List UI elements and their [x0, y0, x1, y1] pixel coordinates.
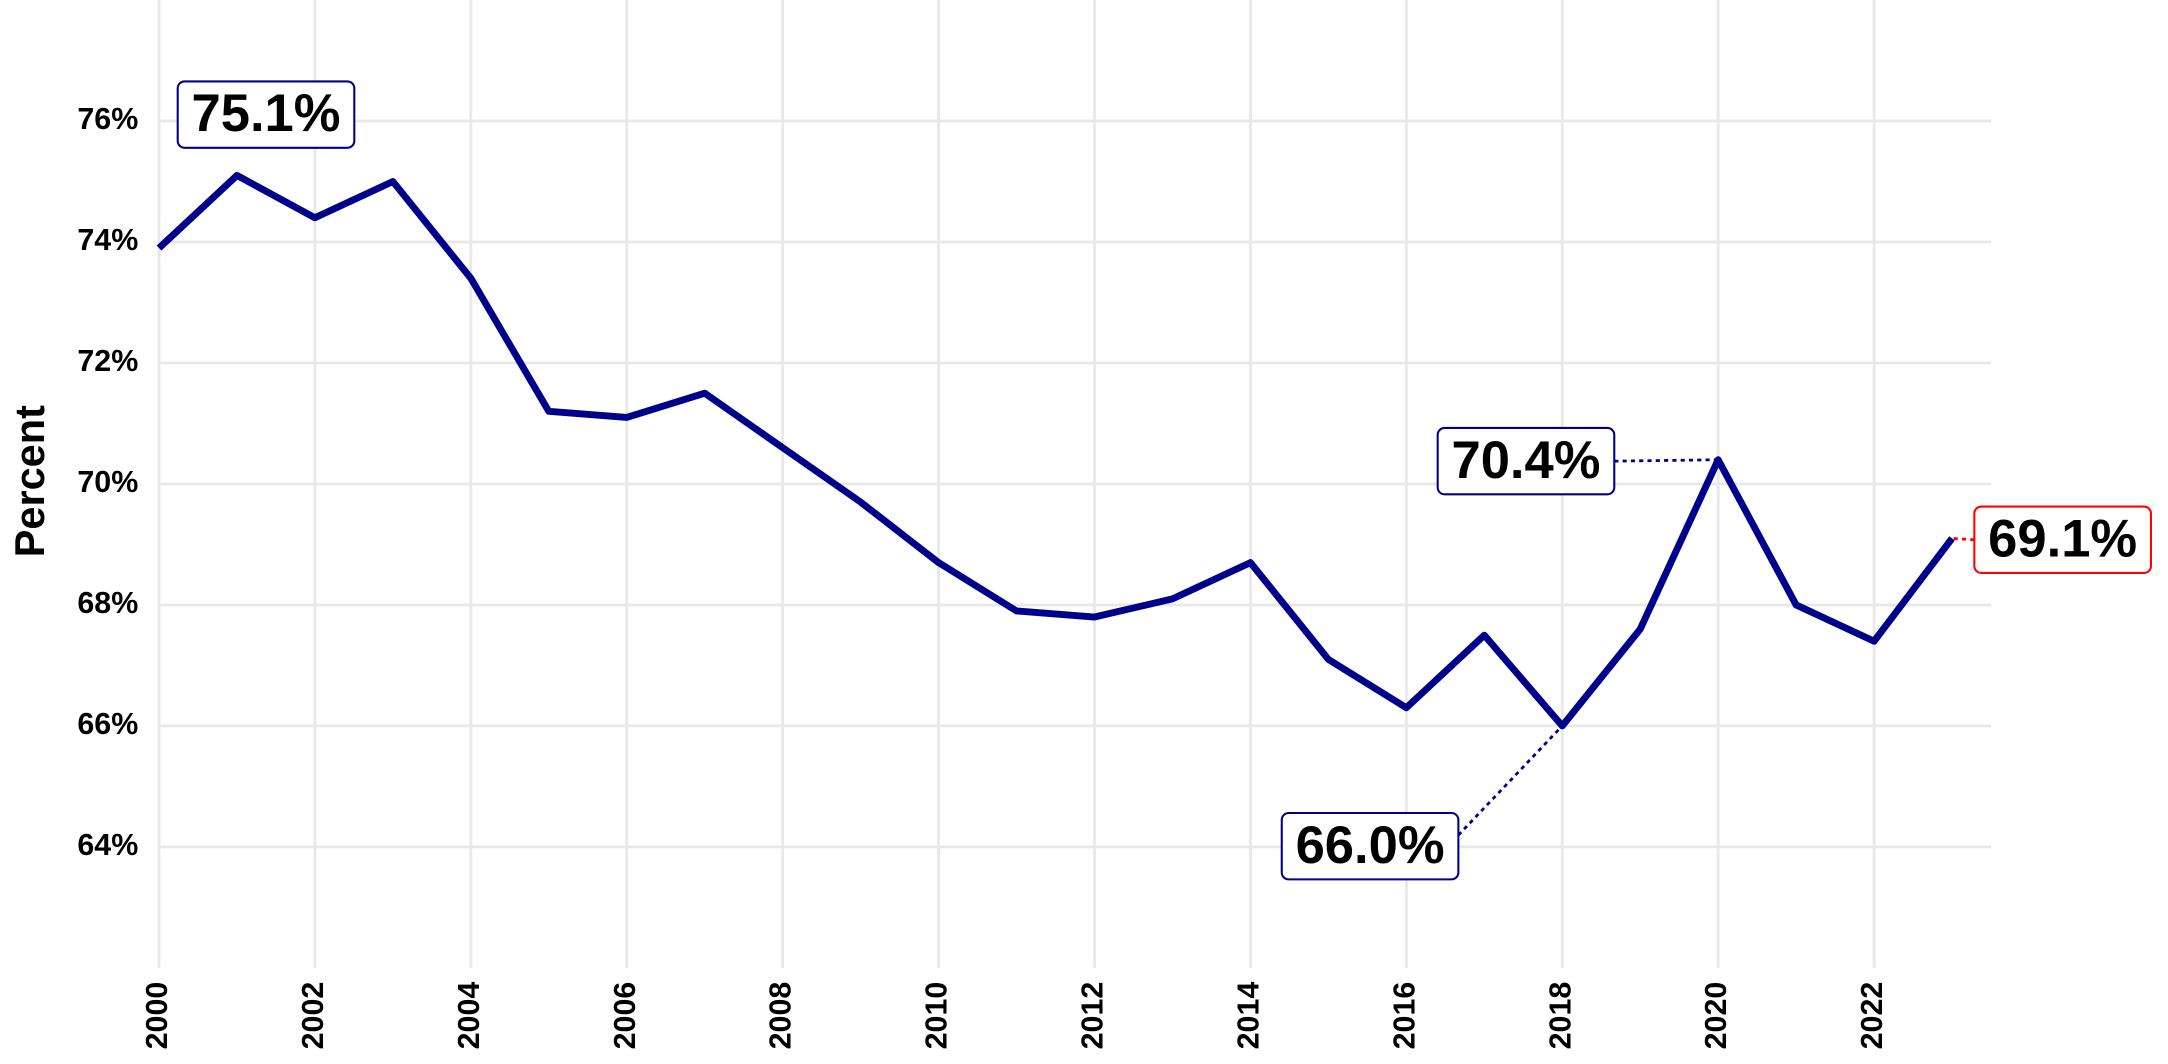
x-tick-label: 2020: [1699, 982, 1733, 1050]
annotation-label: 75.1%: [192, 84, 341, 143]
y-tick-label: 74%: [77, 223, 138, 257]
x-tick-label: 2018: [1543, 982, 1577, 1050]
annotation: 66.0%: [1280, 811, 1460, 881]
y-tick-label: 76%: [77, 102, 138, 136]
y-tick-label: 72%: [77, 344, 138, 378]
annotation-box: [176, 80, 356, 149]
y-tick-label: 64%: [77, 828, 138, 862]
leader-line: [1457, 724, 1564, 837]
x-tick-label: 2012: [1076, 982, 1110, 1050]
x-tick-label: 2010: [920, 982, 954, 1050]
annotation-label: 70.4%: [1452, 431, 1601, 490]
x-tick-label: 2008: [764, 982, 798, 1050]
x-tick-label: 2002: [296, 982, 330, 1050]
annotation: 69.1%: [1973, 505, 2152, 574]
annotation-box: [1973, 505, 2152, 574]
x-tick-label: 2016: [1387, 982, 1421, 1050]
annotation: 75.1%: [176, 80, 356, 149]
line: [156, 171, 1955, 730]
annotation-box: [1280, 811, 1460, 881]
x-tick-label: 2004: [452, 982, 486, 1050]
annotation: 70.4%: [1436, 426, 1616, 496]
y-tick-label: 66%: [77, 707, 138, 741]
x-tick-label: 2000: [140, 982, 174, 1050]
annotation-box: [1436, 426, 1616, 496]
x-tick-label: 2014: [1231, 982, 1265, 1050]
annotation-label: 69.1%: [1988, 509, 2137, 568]
x-tick-label: 2006: [608, 982, 642, 1050]
y-tick-label: 68%: [77, 586, 138, 620]
y-axis-label: Percent: [6, 405, 53, 557]
y-tick-label: 70%: [77, 465, 138, 499]
annotation-label: 66.0%: [1296, 816, 1445, 875]
leader-line: [1614, 458, 1719, 463]
x-tick-label: 2022: [1855, 982, 1889, 1050]
leader-line: [1951, 537, 1975, 542]
